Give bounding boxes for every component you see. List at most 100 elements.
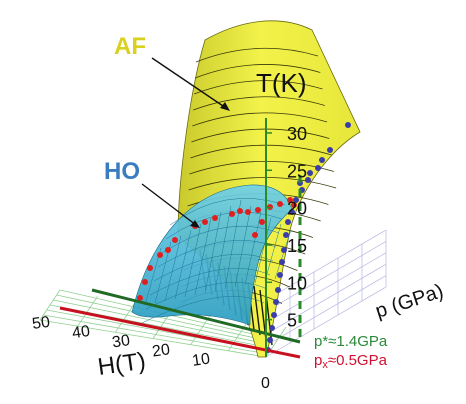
af-contour-line [195,47,319,63]
ho-mesh-line [224,199,242,290]
ho-arrow [141,183,197,226]
af-data-point [279,259,285,265]
p-x-line [59,306,301,359]
h-tick-label: 40 [71,323,91,342]
floor-grid-line [77,295,98,327]
ho-data-point [237,208,243,214]
af-contour-line [193,80,323,95]
ho-mesh-line [204,211,222,294]
floor-grid-line [39,289,61,321]
ho-mesh-line [174,229,192,300]
h-tick-label: 30 [111,332,131,351]
af-data-point [327,147,333,153]
ho-mesh-line [165,212,283,240]
ho-mesh-line [169,198,286,226]
ho-mesh-line [153,254,274,282]
t-tick-label: 10 [287,273,307,293]
af-data-point [267,337,273,343]
floor-grid-line [265,241,387,312]
floor-grid-line [53,299,267,345]
floor-grid-line [228,320,249,352]
t-axis-ticks: 5 10 15 20 25 30 [266,124,307,331]
pressure-floor-grid [265,229,387,358]
af-contour-line [191,128,330,143]
ho-mesh-line [244,211,262,286]
af-arrow [151,57,227,109]
ho-mesh-line [274,229,292,280]
af-contour-line [193,96,325,111]
t-axis-label: T(K) [256,68,307,98]
af-data-point [275,287,281,293]
ho-mesh-line [157,240,277,268]
af-data-point [271,312,277,318]
ho-mesh-line [214,205,232,292]
ho-mesh-line [254,217,272,284]
field-floor-grid [39,289,287,358]
t-tick-label: 15 [287,236,307,256]
af-contour-line [190,144,332,159]
ho-mesh-line [145,282,268,310]
floor-grid-line [265,286,387,358]
ho-mesh-line [264,223,282,282]
ho-data-point [202,219,208,225]
ho-mesh-line [141,296,265,324]
af-data-point [285,219,291,225]
ho-data-point [252,232,258,238]
ho-data-point [259,219,265,225]
p-x-label: px≈0.5GPa [314,352,388,371]
ho-mesh-line [234,205,252,288]
floor-grid-line [56,294,267,341]
ho-mesh-line [164,235,182,302]
ho-label: HO [104,158,140,185]
af-rib [253,285,261,336]
af-data-point [283,232,289,238]
af-label: AF [114,33,146,60]
ho-data-point [287,197,293,203]
ho-data-point [291,202,297,208]
origin-label: 0 [261,375,270,392]
ho-data-point [147,265,153,271]
h-axis-ticks: 10 20 30 40 50 [31,314,211,370]
floor-grid-line [115,302,136,333]
ho-data-point [255,207,261,213]
af-data-point [269,325,275,331]
t-tick-label: 5 [287,311,297,331]
ho-mesh-line [184,223,202,298]
af-data-point [281,247,287,253]
t-tick-label: 25 [287,161,307,181]
af-data-point [273,299,279,305]
af-data-point [345,122,351,128]
af-data-point [277,272,283,278]
p-axis-label: p (GPa) [373,280,446,323]
h-tick-label: 10 [191,350,211,369]
af-data-point [305,177,311,183]
af-data-point [319,157,325,163]
ho-phase-dome [131,184,293,326]
h-tick-label: 20 [151,341,171,360]
af-data-point [315,165,321,171]
af-arrowhead [220,102,230,111]
ho-data-point [212,215,218,221]
ho-data-point [157,252,163,258]
t-tick-label: 30 [287,124,307,144]
floor-grid-line [265,275,387,346]
ho-mesh-line [149,268,271,296]
ho-arrowhead [190,220,200,228]
af-data-point [293,197,299,203]
t-tick-label: 20 [287,199,307,219]
af-data-point [307,170,313,176]
ho-data-point [172,237,178,243]
ho-data-point [277,201,283,207]
af-data-point [289,209,295,215]
floor-grid-line [265,252,387,324]
ho-data-point [165,247,171,253]
ho-mesh-line [144,247,162,306]
h-tick-label: 50 [31,314,51,333]
ho-data-point [142,279,148,285]
floor-grid-line [265,229,387,301]
af-contour-line [188,177,337,191]
ho-data-point [137,295,143,301]
ho-data-point [245,209,251,215]
h-axis-label: H(T) [96,348,147,381]
